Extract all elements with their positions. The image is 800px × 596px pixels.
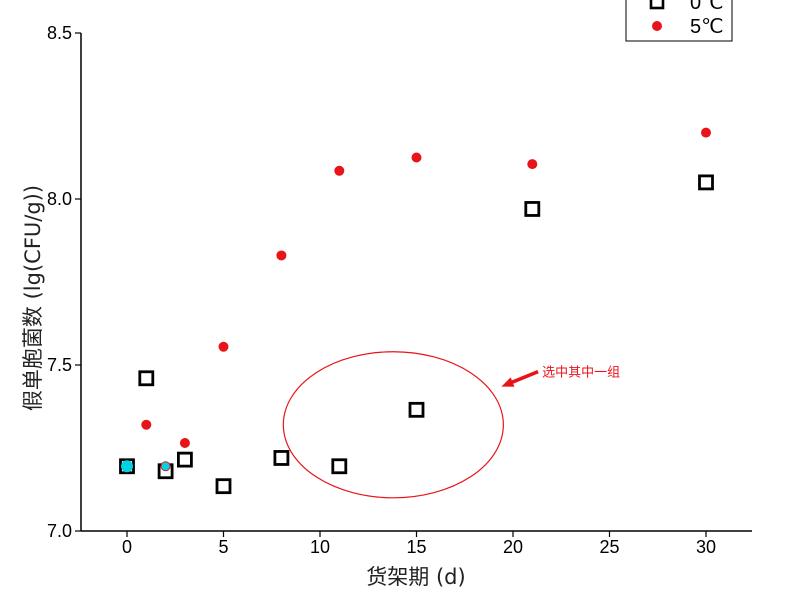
selection-ellipse xyxy=(282,351,504,499)
legend-marker-square xyxy=(649,0,665,10)
point-0c xyxy=(215,478,232,495)
point-5c xyxy=(141,419,152,430)
y-tick-label: 8.0 xyxy=(47,189,72,209)
y-tick-label: 7.0 xyxy=(47,521,72,541)
highlight-point xyxy=(121,460,133,473)
legend-label: 0℃ xyxy=(690,0,724,14)
y-tick-label: 8.5 xyxy=(47,23,72,43)
data-marks xyxy=(119,127,714,495)
legend-marker-circle xyxy=(652,21,662,31)
point-0c xyxy=(119,458,135,475)
x-tick-label: 0 xyxy=(122,537,132,557)
x-tick-label: 30 xyxy=(696,537,716,557)
ticks: 0 5 10 15 20 25 30 7.0 7.5 8.0 8.5 xyxy=(47,23,716,557)
point-0c xyxy=(273,450,290,466)
x-tick-label: 15 xyxy=(406,537,426,557)
point-5c xyxy=(276,250,287,261)
y-axis-title: 假单胞菌数 (lg(CFU/g)) xyxy=(21,185,45,411)
x-axis-title: 货架期 (d) xyxy=(366,565,465,589)
x-tick-label: 20 xyxy=(503,537,523,557)
y-tick-label: 7.5 xyxy=(47,355,72,375)
point-5c xyxy=(334,165,345,176)
legend: 0℃5℃ xyxy=(625,0,733,42)
point-0c xyxy=(698,174,714,191)
point-0c xyxy=(138,370,155,387)
annotation: 选中其中一组 xyxy=(282,351,620,499)
point-0c xyxy=(524,201,541,217)
legend-label: 5℃ xyxy=(690,16,724,38)
highlight-point xyxy=(161,462,170,471)
point-5c xyxy=(218,341,229,352)
point-0c xyxy=(331,458,348,475)
point-5c xyxy=(179,438,190,449)
point-5c xyxy=(527,159,538,170)
x-tick-label: 10 xyxy=(310,537,330,557)
point-5c xyxy=(701,127,711,138)
point-0c xyxy=(176,451,193,468)
x-tick-label: 25 xyxy=(599,537,619,557)
point-5c xyxy=(411,152,422,163)
annotation-label: 选中其中一组 xyxy=(542,366,620,381)
axes xyxy=(80,33,752,532)
x-tick-label: 5 xyxy=(218,537,228,557)
annotation-arrow xyxy=(501,370,539,387)
point-0c xyxy=(408,401,425,418)
legend-box xyxy=(625,0,733,42)
